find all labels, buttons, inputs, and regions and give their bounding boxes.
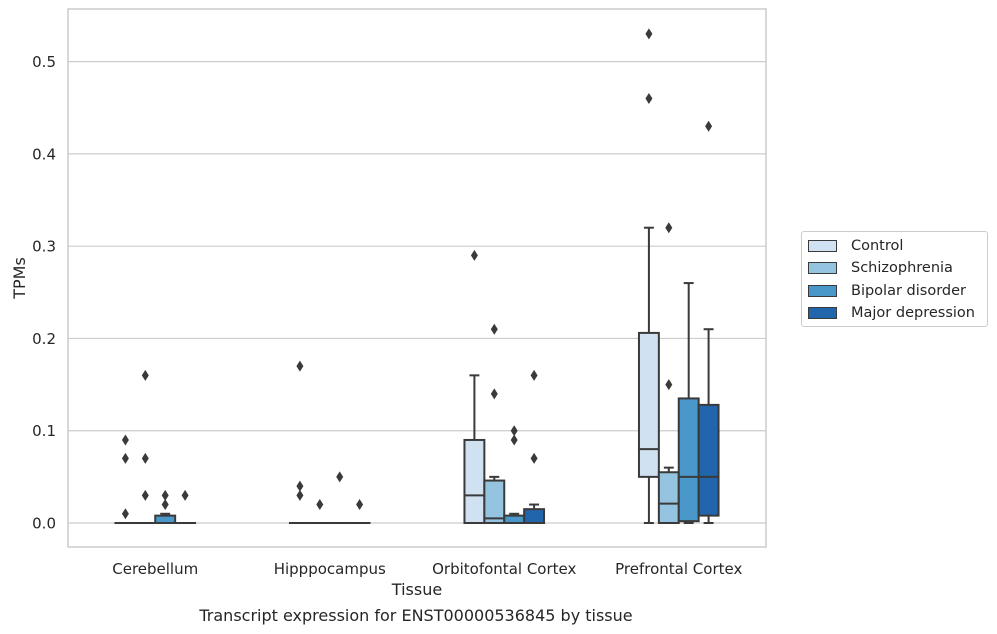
outlier-point	[705, 120, 713, 132]
outlier-point	[296, 489, 304, 501]
box-bipolar-disorder	[328, 471, 351, 525]
chart-caption: Transcript expression for ENST0000053684…	[199, 606, 633, 625]
legend-item-control: Control	[808, 237, 903, 255]
box-bipolar-disorder	[677, 282, 700, 525]
plot-area	[67, 8, 767, 548]
box-control	[288, 360, 311, 525]
box-control	[463, 249, 486, 525]
legend-label-major-depression: Major depression	[851, 305, 975, 321]
legend-swatch-control	[808, 240, 837, 252]
outlier-point	[645, 28, 653, 40]
legend-label-schizophrenia: Schizophrenia	[851, 260, 953, 276]
legend-item-schizophrenia: Schizophrenia	[808, 259, 953, 277]
x-tick-label: Orbitofontal Cortex	[432, 560, 576, 578]
outlier-point	[336, 471, 344, 483]
box-bipolar-disorder	[503, 425, 526, 525]
outlier-point	[161, 489, 169, 501]
box-control	[637, 28, 660, 525]
x-tick-label: Cerebellum	[112, 560, 198, 578]
outlier-point	[665, 222, 673, 234]
box-schizophrenia	[308, 499, 331, 525]
legend-item-bipolar-disorder: Bipolar disorder	[808, 282, 966, 300]
legend: Control Schizophrenia Bipolar disorder M…	[801, 231, 988, 327]
outlier-point	[121, 452, 129, 464]
box-major-depression	[348, 499, 371, 525]
box-iqr	[463, 438, 486, 525]
outlier-point	[490, 323, 498, 335]
box-iqr	[503, 514, 526, 525]
y-tick-label: 0.3	[32, 238, 56, 256]
y-tick-label: 0.4	[32, 145, 56, 163]
box-iqr	[657, 471, 680, 525]
outlier-point	[665, 379, 673, 391]
box-series	[114, 28, 720, 525]
outlier-point	[530, 452, 538, 464]
x-axis-label: Tissue	[391, 580, 442, 599]
outlier-point	[470, 249, 478, 261]
outlier-point	[490, 388, 498, 400]
outlier-point	[121, 434, 129, 446]
outlier-point	[181, 489, 189, 501]
outlier-point	[510, 434, 518, 446]
outlier-point	[141, 452, 149, 464]
legend-label-control: Control	[851, 238, 904, 254]
y-tick-label: 0.0	[32, 515, 56, 533]
legend-swatch-schizophrenia	[808, 262, 837, 274]
outlier-point	[141, 369, 149, 381]
box-iqr	[523, 508, 546, 525]
outlier-point	[645, 93, 653, 105]
outlier-point	[121, 508, 129, 520]
x-tick-label: Prefrontal Cortex	[615, 560, 742, 578]
outlier-point	[296, 360, 304, 372]
y-axis-label: TPMs	[10, 257, 29, 300]
box-iqr	[637, 331, 660, 478]
box-major-depression	[697, 120, 720, 525]
box-major-depression	[174, 489, 197, 525]
y-tick-label: 0.1	[32, 422, 56, 440]
box-bipolar-disorder	[154, 489, 177, 525]
box-control	[114, 434, 137, 525]
axis-ticks: 0.0 0.1 0.2 0.3 0.4 0.5 Cerebellum Hipppocampus…	[32, 53, 742, 578]
box-iqr	[483, 479, 506, 525]
box-schizophrenia	[483, 323, 506, 525]
box-schizophrenia	[134, 369, 157, 525]
box-iqr	[697, 403, 720, 517]
outlier-point	[530, 369, 538, 381]
outlier-point	[141, 489, 149, 501]
box-iqr	[154, 514, 177, 525]
outlier-point	[356, 499, 364, 511]
box-schizophrenia	[657, 222, 680, 525]
box-iqr	[677, 397, 700, 523]
box-major-depression	[523, 369, 546, 525]
legend-item-major-depression: Major depression	[808, 304, 975, 322]
legend-label-bipolar-disorder: Bipolar disorder	[851, 282, 966, 299]
y-tick-label: 0.2	[32, 330, 56, 348]
y-tick-label: 0.5	[32, 53, 56, 71]
outlier-point	[510, 425, 518, 437]
legend-swatch-bipolar-disorder	[808, 284, 837, 297]
outlier-point	[296, 480, 304, 492]
x-tick-label: Hipppocampus	[274, 560, 386, 578]
outlier-point	[161, 499, 169, 511]
outlier-point	[316, 499, 324, 511]
legend-swatch-major-depression	[808, 307, 837, 319]
grid-lines	[68, 61, 766, 524]
